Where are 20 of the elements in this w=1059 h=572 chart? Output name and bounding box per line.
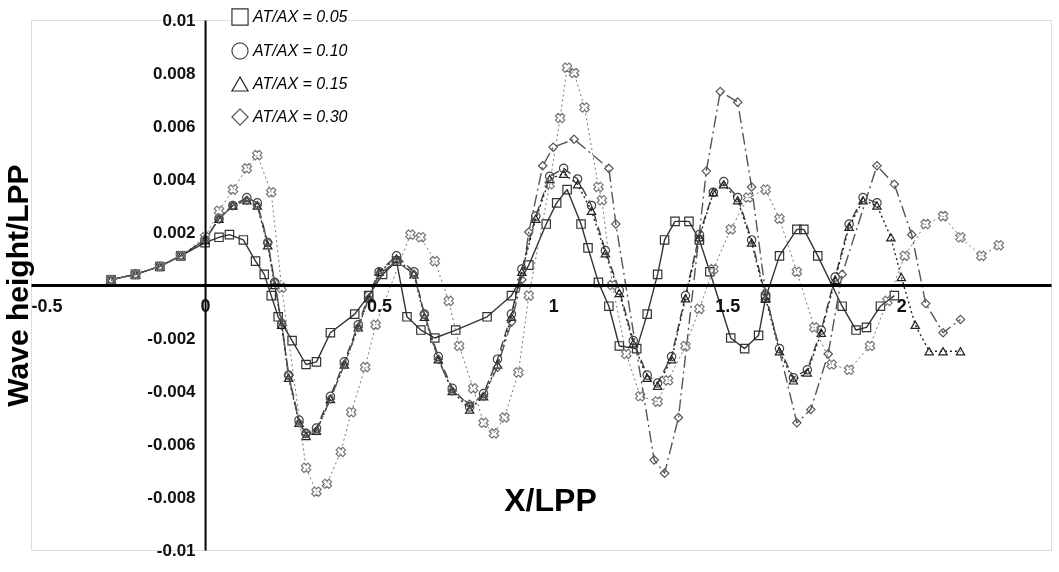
x-tick-label: 2 <box>896 295 907 316</box>
y-axis-title: Wave height/LPP <box>0 164 34 407</box>
legend-label: AT/AX = 0.10 <box>252 42 348 59</box>
y-tick-label: 0.008 <box>153 63 196 83</box>
y-tick-label: 0.01 <box>162 10 196 30</box>
legend-label: AT/AX = 0.05 <box>252 8 348 25</box>
y-tick-label: -0.004 <box>147 381 197 401</box>
y-tick-label: -0.008 <box>147 487 196 507</box>
legend-label: AT/AX = 0.30 <box>252 108 348 125</box>
x-tick-label: 1 <box>548 295 559 316</box>
x-tick-label: -0.5 <box>31 295 63 316</box>
y-tick-label: 0.006 <box>153 116 196 136</box>
x-axis-title: X/LPP <box>504 481 597 518</box>
x-tick-label: 0.5 <box>367 295 393 316</box>
legend-label: AT/AX = 0.15 <box>252 75 348 92</box>
y-tick-label: -0.006 <box>147 434 196 454</box>
y-tick-label: -0.002 <box>147 328 196 348</box>
y-tick-label: 0.004 <box>153 169 197 189</box>
y-tick-label: 0.002 <box>153 222 196 242</box>
y-tick-label: -0.01 <box>156 540 196 560</box>
